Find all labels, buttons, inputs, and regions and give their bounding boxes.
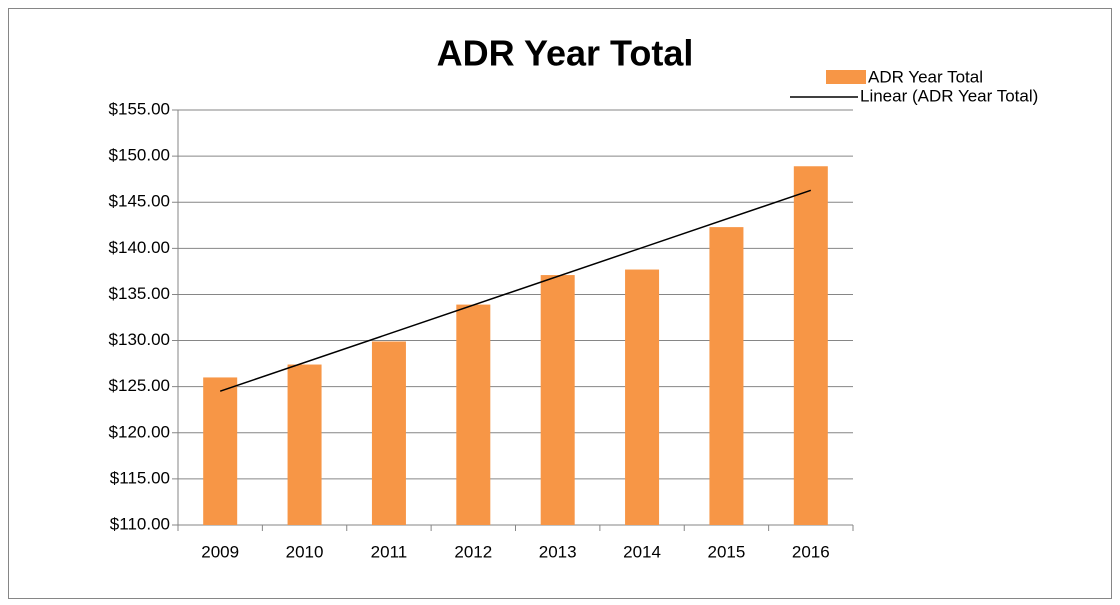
x-tick-label: 2016 xyxy=(792,542,830,561)
legend-label: ADR Year Total xyxy=(868,67,983,86)
x-tick-label: 2011 xyxy=(371,542,408,561)
y-tick-label: $145.00 xyxy=(109,192,170,211)
y-tick-label: $140.00 xyxy=(109,238,170,257)
x-tick-label: 2012 xyxy=(454,542,492,561)
bar xyxy=(793,166,828,525)
trendline xyxy=(219,189,812,392)
y-tick-label: $150.00 xyxy=(109,146,170,165)
y-tick-label: $115.00 xyxy=(110,468,170,487)
y-tick-label: $110.00 xyxy=(110,514,170,533)
x-tick-label: 2010 xyxy=(286,542,324,561)
x-tick-label: 2013 xyxy=(539,542,577,561)
x-tick-label: 2015 xyxy=(708,542,746,561)
y-tick-label: $130.00 xyxy=(109,330,170,349)
y-tick-label: $120.00 xyxy=(109,422,170,441)
x-tick-label: 2009 xyxy=(201,542,239,561)
bar xyxy=(625,269,660,525)
bar xyxy=(371,341,406,525)
bar xyxy=(203,377,238,525)
y-tick-label: $125.00 xyxy=(109,376,170,395)
bar xyxy=(287,364,322,525)
chart-title: ADR Year Total xyxy=(437,33,694,74)
bar xyxy=(540,275,575,525)
x-tick-label: 2014 xyxy=(623,542,661,561)
bar xyxy=(709,227,744,525)
legend-swatch xyxy=(826,70,866,84)
y-tick-label: $135.00 xyxy=(109,284,170,303)
legend-label: Linear (ADR Year Total) xyxy=(860,86,1038,105)
y-tick-label: $155.00 xyxy=(109,99,170,118)
bar xyxy=(456,304,491,525)
